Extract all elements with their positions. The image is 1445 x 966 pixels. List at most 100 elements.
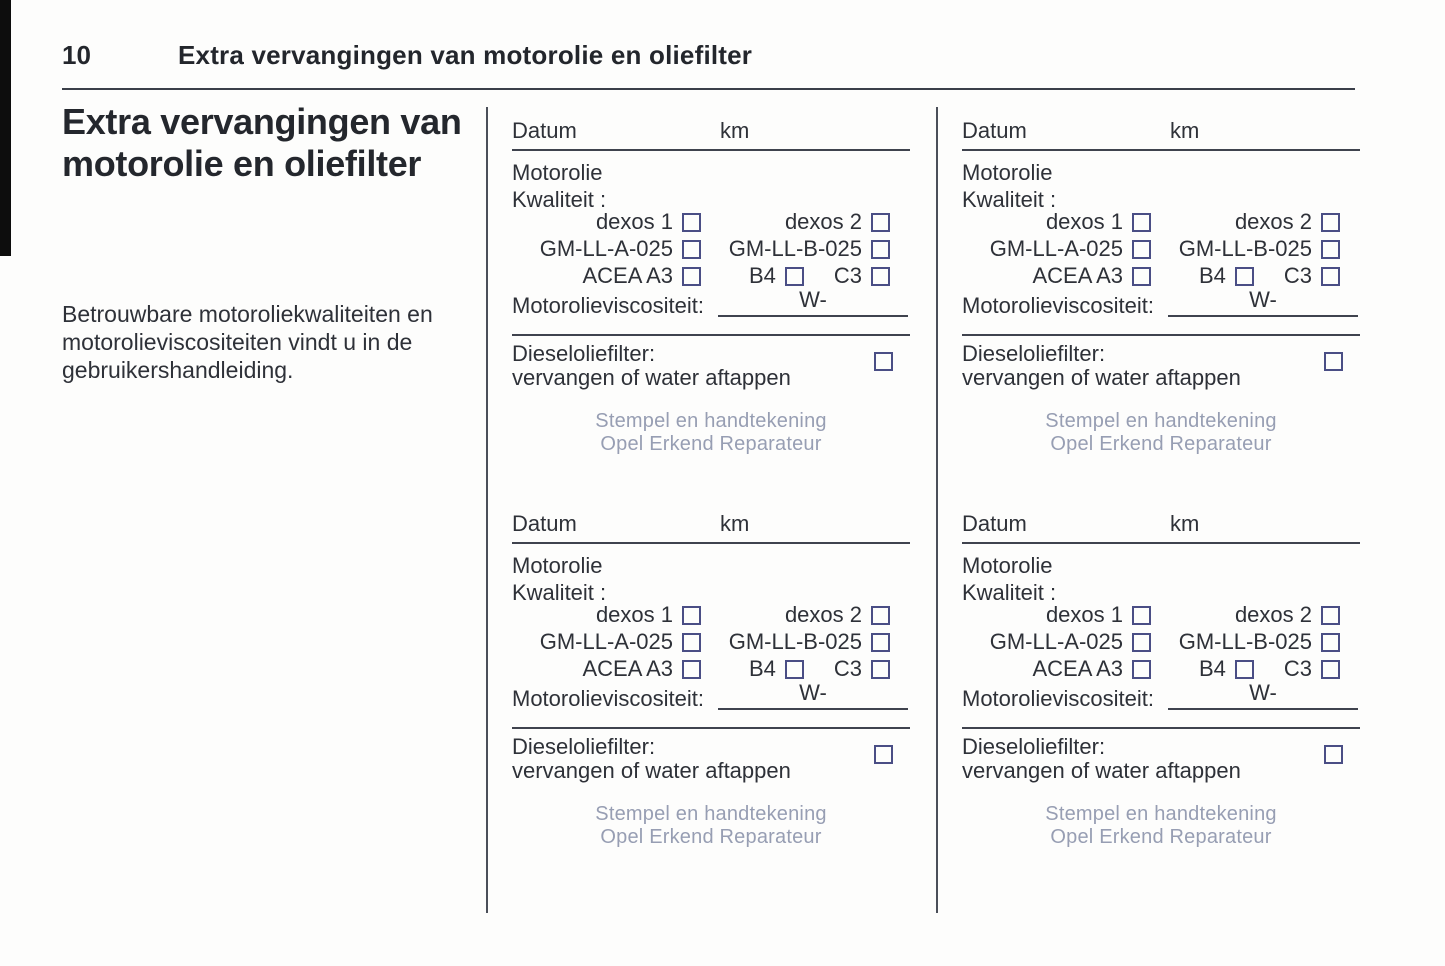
- dexos1-checkbox[interactable]: [682, 212, 701, 232]
- dexos2-checkbox[interactable]: [1321, 605, 1340, 625]
- diesel-filter-label-line1: Dieseloliefilter:: [962, 341, 1106, 366]
- km-label: km: [720, 118, 750, 143]
- gm-ll-a-025-checkbox[interactable]: [682, 239, 701, 259]
- acea-a3-checkbox[interactable]: [1132, 659, 1151, 679]
- dexos1-label: dexos 1: [1045, 209, 1123, 234]
- gm-ll-b-025-checkbox[interactable]: [871, 239, 890, 259]
- acea-a3-label: ACEA A3: [582, 263, 673, 288]
- diesel-filter-checkbox[interactable]: [1324, 352, 1343, 371]
- quality-row-3: ACEA A3 B4 C3: [962, 263, 1340, 289]
- diesel-filter-section: Dieseloliefilter: vervangen of water aft…: [512, 735, 910, 783]
- diesel-filter-label-line1: Dieseloliefilter:: [962, 734, 1106, 759]
- diesel-filter-checkbox[interactable]: [1324, 745, 1343, 764]
- viscosity-field[interactable]: W-: [1168, 680, 1358, 710]
- motorolie-label: Motorolie: [512, 160, 603, 185]
- quality-option-dexos1: dexos 1: [512, 209, 701, 235]
- viscosity-field[interactable]: W-: [718, 287, 908, 317]
- service-entry-block: Datum km Motorolie Kwaliteit : dexos 1 d…: [512, 511, 910, 903]
- quality-option-c3: C3: [1284, 656, 1340, 682]
- dexos1-checkbox[interactable]: [1132, 212, 1151, 232]
- column-divider-left: [486, 107, 488, 913]
- quality-option-dexos1: dexos 1: [962, 602, 1151, 628]
- dexos2-label: dexos 2: [784, 602, 862, 627]
- viscositeit-label: Motorolieviscositeit:: [962, 686, 1154, 711]
- dexos2-checkbox[interactable]: [871, 605, 890, 625]
- quality-option-dexos2: dexos 2: [701, 602, 890, 628]
- diesel-filter-label-line2: vervangen of water aftappen: [962, 758, 1241, 783]
- acea-a3-checkbox[interactable]: [682, 266, 701, 286]
- dexos1-checkbox[interactable]: [1132, 605, 1151, 625]
- gm-ll-b-025-label: GM-LL-B-025: [728, 629, 862, 654]
- gm-ll-b-025-checkbox[interactable]: [1321, 632, 1340, 652]
- datum-km-field-line[interactable]: [512, 149, 910, 151]
- quality-option-gm-ll-b-025: GM-LL-B-025: [701, 629, 890, 655]
- diesel-filter-checkbox[interactable]: [874, 352, 893, 371]
- acea-a3-checkbox[interactable]: [682, 659, 701, 679]
- service-entry-block: Datum km Motorolie Kwaliteit : dexos 1 d…: [512, 118, 910, 510]
- b4-checkbox[interactable]: [784, 659, 804, 679]
- service-entry-slot-3: Datum km Motorolie Kwaliteit : dexos 1 d…: [512, 511, 910, 903]
- stamp-line2: Opel Erkend Reparateur: [600, 433, 822, 455]
- stamp-line2: Opel Erkend Reparateur: [1050, 433, 1272, 455]
- quality-option-acea-a3: ACEA A3: [962, 656, 1151, 682]
- stamp-line1: Stempel en handtekening: [595, 410, 827, 432]
- viscositeit-label: Motorolieviscositeit:: [962, 293, 1154, 318]
- gm-ll-a-025-checkbox[interactable]: [1132, 239, 1151, 259]
- kwaliteit-label: Kwaliteit :: [512, 187, 607, 212]
- km-label: km: [1170, 118, 1200, 143]
- viscosity-field[interactable]: W-: [1168, 287, 1358, 317]
- c3-checkbox[interactable]: [1321, 266, 1340, 286]
- b4-checkbox[interactable]: [784, 266, 804, 286]
- quality-option-b4: B4: [749, 656, 804, 682]
- kwaliteit-label: Kwaliteit :: [512, 580, 607, 605]
- kwaliteit-label: Kwaliteit :: [962, 187, 1057, 212]
- diesel-filter-section: Dieseloliefilter: vervangen of water aft…: [962, 342, 1360, 390]
- dexos1-label: dexos 1: [1045, 602, 1123, 627]
- gm-ll-a-025-label: GM-LL-A-025: [989, 236, 1123, 261]
- service-entry-block: Datum km Motorolie Kwaliteit : dexos 1 d…: [962, 511, 1360, 903]
- viscositeit-label: Motorolieviscositeit:: [512, 686, 704, 711]
- gm-ll-a-025-checkbox[interactable]: [682, 632, 701, 652]
- service-entry-block: Datum km Motorolie Kwaliteit : dexos 1 d…: [962, 118, 1360, 510]
- dexos2-checkbox[interactable]: [1321, 212, 1340, 232]
- c3-label: C3: [1283, 263, 1312, 288]
- km-label: km: [720, 511, 750, 536]
- diesel-filter-checkbox[interactable]: [874, 745, 893, 764]
- b4-label: B4: [748, 656, 776, 681]
- quality-option-gm-ll-a-025: GM-LL-A-025: [512, 236, 701, 262]
- viscositeit-label: Motorolieviscositeit:: [512, 293, 704, 318]
- c3-checkbox[interactable]: [871, 659, 890, 679]
- dexos2-label: dexos 2: [1234, 209, 1312, 234]
- quality-option-gm-ll-a-025: GM-LL-A-025: [962, 236, 1151, 262]
- quality-row-3: ACEA A3 B4 C3: [962, 656, 1340, 682]
- motorolie-label: Motorolie: [512, 553, 603, 578]
- diesel-filter-label-line1: Dieseloliefilter:: [512, 734, 656, 759]
- diesel-filter-label-line1: Dieseloliefilter:: [512, 341, 656, 366]
- quality-row-3: ACEA A3 B4 C3: [512, 263, 890, 289]
- stamp-line1: Stempel en handtekening: [1045, 803, 1277, 825]
- b4-label: B4: [1198, 656, 1226, 681]
- gm-ll-b-025-checkbox[interactable]: [1321, 239, 1340, 259]
- stamp-line2: Opel Erkend Reparateur: [1050, 826, 1272, 848]
- datum-label: Datum: [512, 118, 577, 143]
- b4-checkbox[interactable]: [1234, 266, 1254, 286]
- c3-label: C3: [1283, 656, 1312, 681]
- diesel-filter-section: Dieseloliefilter: vervangen of water aft…: [512, 342, 910, 390]
- gm-ll-a-025-checkbox[interactable]: [1132, 632, 1151, 652]
- b4-checkbox[interactable]: [1234, 659, 1254, 679]
- gm-ll-b-025-checkbox[interactable]: [871, 632, 890, 652]
- c3-checkbox[interactable]: [1321, 659, 1340, 679]
- datum-km-field-line[interactable]: [512, 542, 910, 544]
- quality-option-gm-ll-b-025: GM-LL-B-025: [1151, 236, 1340, 262]
- viscosity-field[interactable]: W-: [718, 680, 908, 710]
- viscosity-value: W-: [799, 680, 827, 705]
- viscosity-value: W-: [1249, 680, 1277, 705]
- datum-label: Datum: [962, 118, 1027, 143]
- section-divider: [962, 334, 1360, 336]
- dexos1-checkbox[interactable]: [682, 605, 701, 625]
- c3-checkbox[interactable]: [871, 266, 890, 286]
- datum-km-field-line[interactable]: [962, 149, 1360, 151]
- datum-km-field-line[interactable]: [962, 542, 1360, 544]
- dexos2-checkbox[interactable]: [871, 212, 890, 232]
- acea-a3-checkbox[interactable]: [1132, 266, 1151, 286]
